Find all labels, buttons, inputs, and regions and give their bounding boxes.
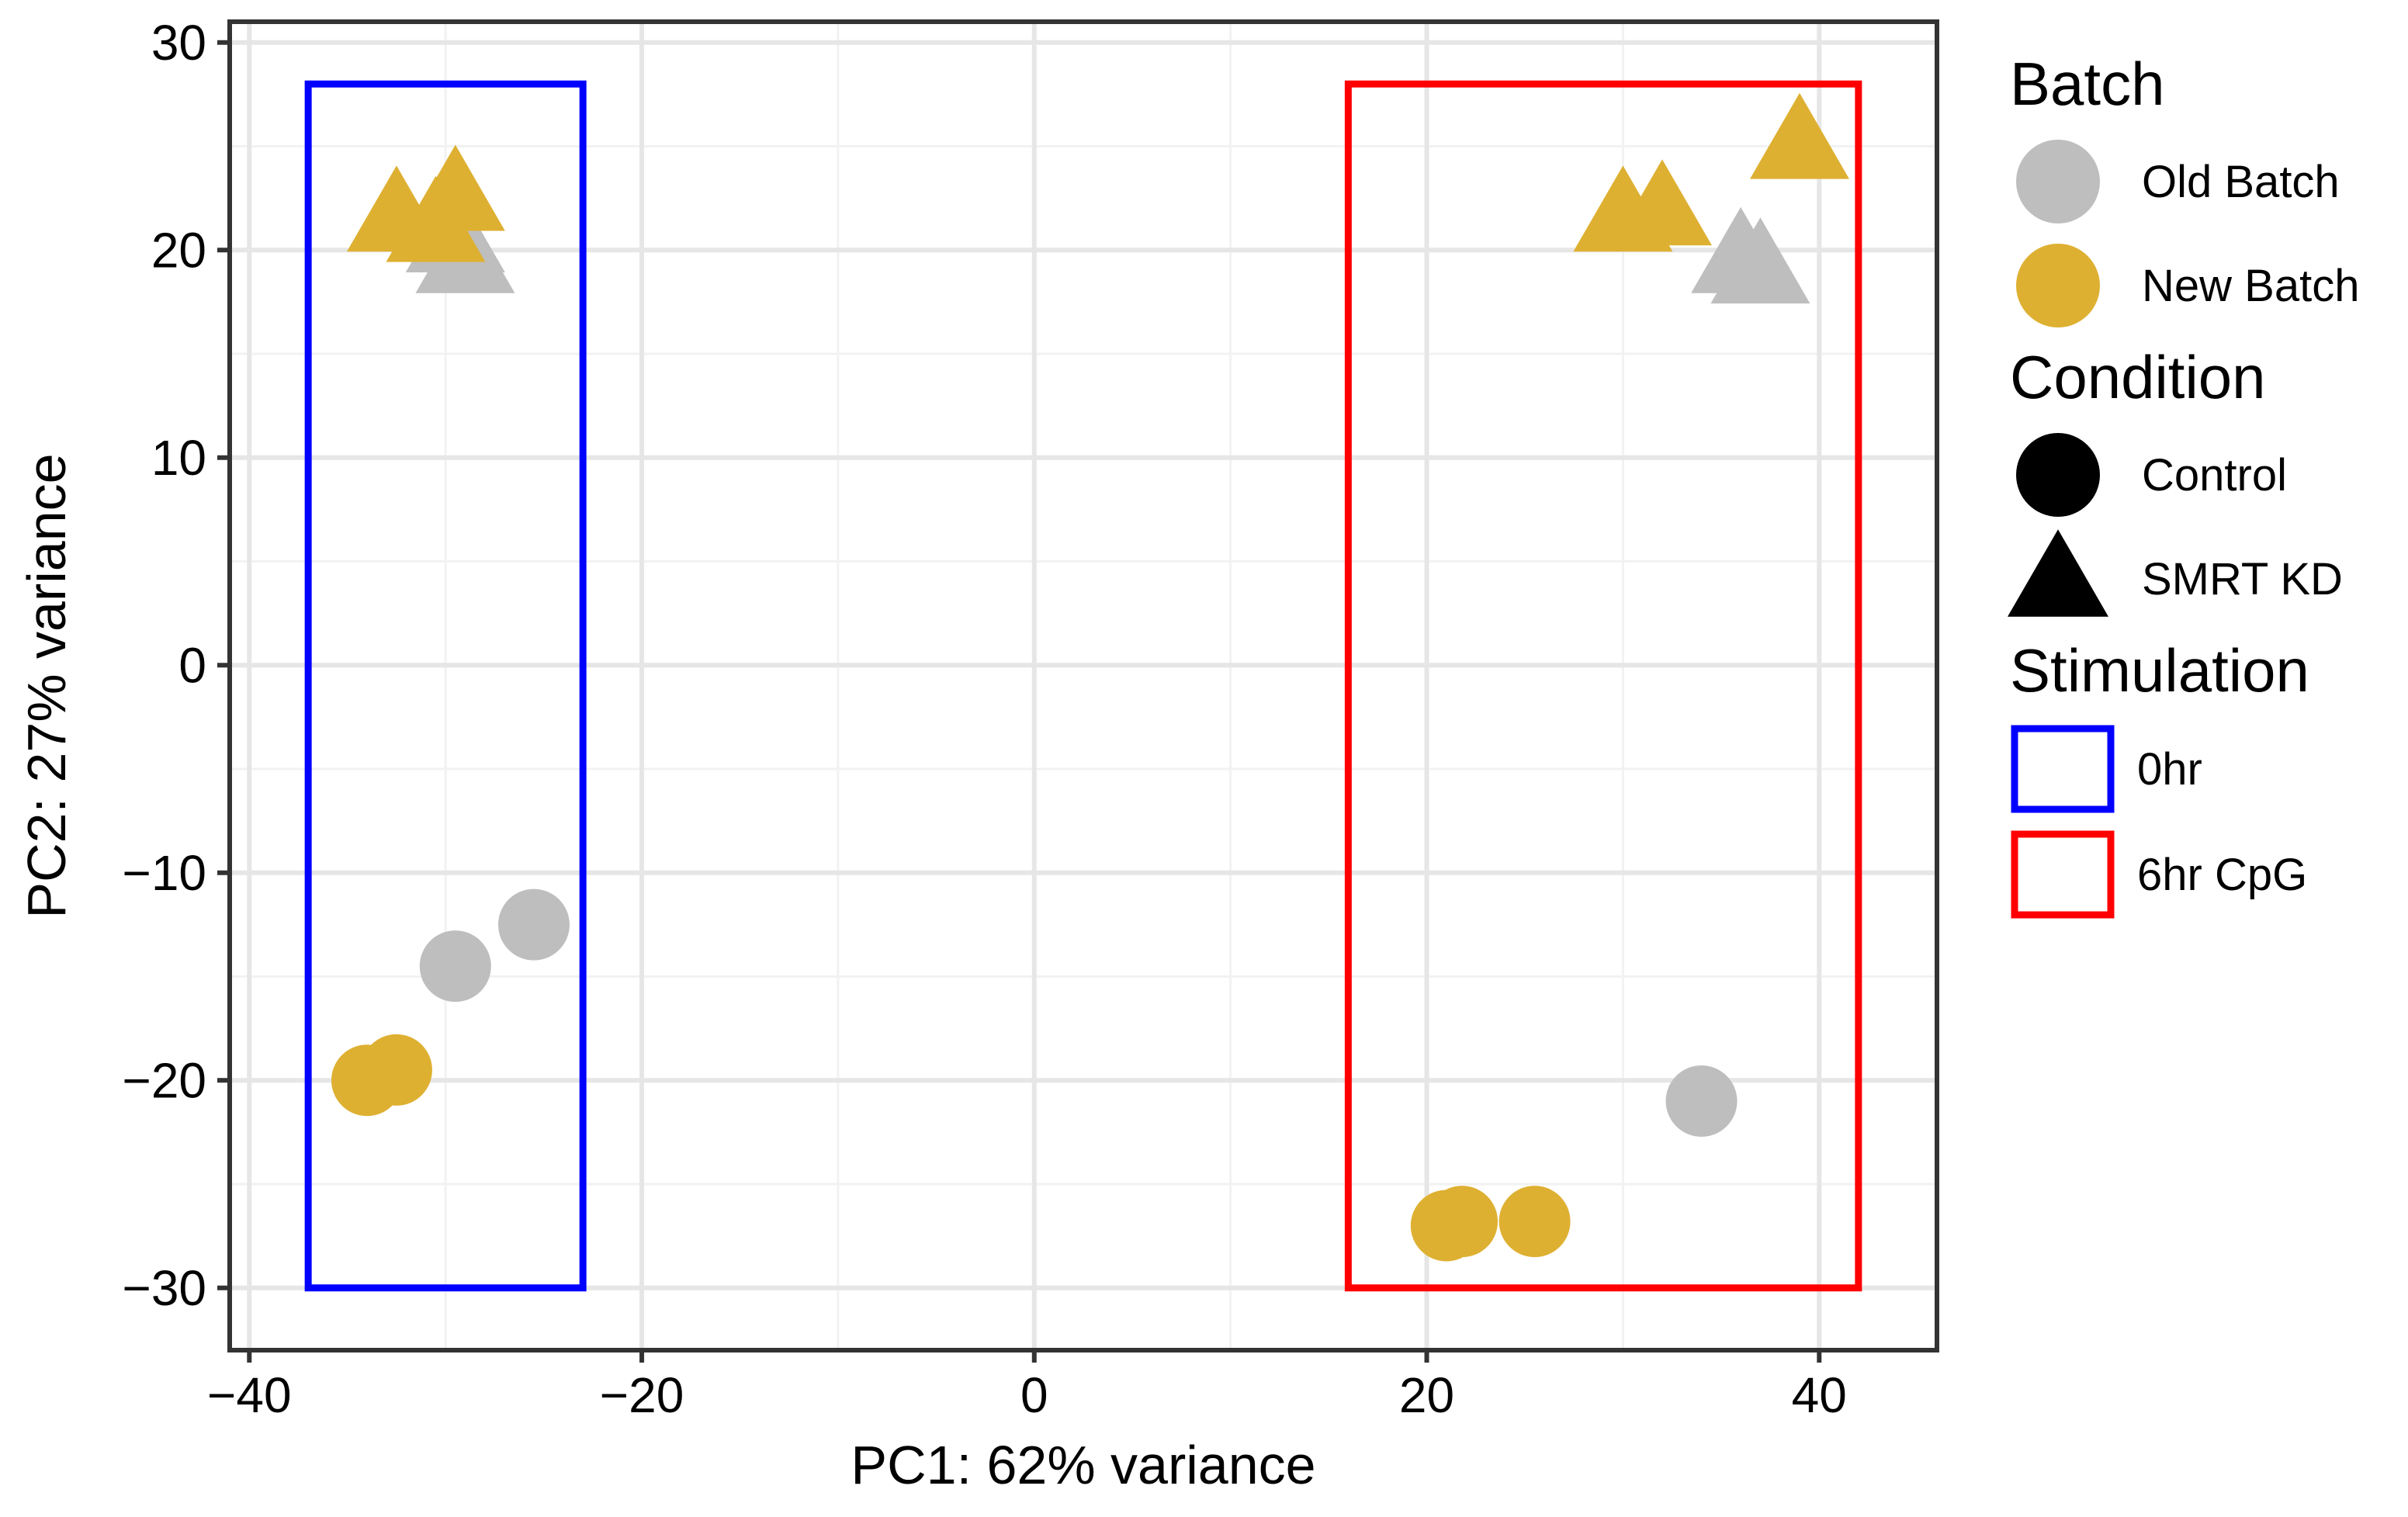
stimulation-regions xyxy=(304,80,1862,1292)
point-control-new-batch xyxy=(1499,1186,1571,1258)
legend-key-smrt-kd xyxy=(2008,529,2108,617)
legend-title-stimulation: Stimulation xyxy=(2010,636,2309,705)
legend-title-condition: Condition xyxy=(2010,343,2266,411)
point-control-new-batch xyxy=(331,1044,404,1117)
legend-label-0hr: 0hr xyxy=(2137,744,2202,795)
point-control-old-batch xyxy=(419,930,491,1003)
y-tick-label: 10 xyxy=(151,430,206,486)
point-control-new-batch xyxy=(1426,1186,1499,1258)
panel-border xyxy=(227,19,1939,1352)
legend-key-old-batch xyxy=(2016,140,2100,223)
point-smrt-kd-new-batch xyxy=(1749,92,1849,179)
legend: Batch Old Batch New Batch Condition Control S… xyxy=(2008,50,2359,919)
y-tick-label: −30 xyxy=(122,1260,206,1316)
grid xyxy=(230,22,1937,1350)
point-smrt-kd-old-batch xyxy=(1710,217,1810,304)
point-smrt-kd-new-batch xyxy=(405,144,505,231)
y-tick-label: 30 xyxy=(151,15,206,71)
y-axis-title: PC2: 27% variance xyxy=(16,453,77,918)
y-tick-label: 0 xyxy=(178,637,206,693)
legend-label-new-batch: New Batch xyxy=(2142,261,2359,311)
x-axis-title: PC1: 62% variance xyxy=(851,1435,1315,1495)
x-tick-label: 0 xyxy=(1020,1367,1048,1423)
region-6hr-cpg xyxy=(1344,80,1862,1292)
legend-key-new-batch xyxy=(2016,244,2100,327)
x-tick-label: 20 xyxy=(1399,1367,1454,1423)
x-tick-label: −20 xyxy=(600,1367,684,1423)
point-control-old-batch xyxy=(497,888,570,961)
y-axis: 30 20 10 0 −10 −20 −30 xyxy=(122,15,230,1316)
y-tick-label: −10 xyxy=(122,845,206,901)
data-points xyxy=(331,92,1849,1262)
legend-key-control xyxy=(2016,433,2100,517)
x-tick-label: −40 xyxy=(207,1367,292,1423)
legend-title-batch: Batch xyxy=(2010,50,2164,118)
point-smrt-kd-new-batch xyxy=(1612,159,1712,246)
legend-label-control: Control xyxy=(2142,450,2287,500)
x-axis: −40 −20 0 20 40 xyxy=(207,1350,1847,1423)
legend-label-smrt-kd: SMRT KD xyxy=(2142,554,2343,604)
y-tick-label: 20 xyxy=(151,222,206,278)
y-tick-label: −20 xyxy=(122,1052,206,1108)
legend-key-6hr-cpg xyxy=(2011,830,2115,919)
legend-key-0hr xyxy=(2011,725,2115,813)
legend-label-old-batch: Old Batch xyxy=(2142,157,2340,207)
region-0hr xyxy=(304,80,587,1292)
legend-label-6hr-cpg: 6hr CpG xyxy=(2137,850,2307,900)
x-tick-label: 40 xyxy=(1792,1367,1847,1423)
point-control-old-batch xyxy=(1665,1065,1738,1137)
